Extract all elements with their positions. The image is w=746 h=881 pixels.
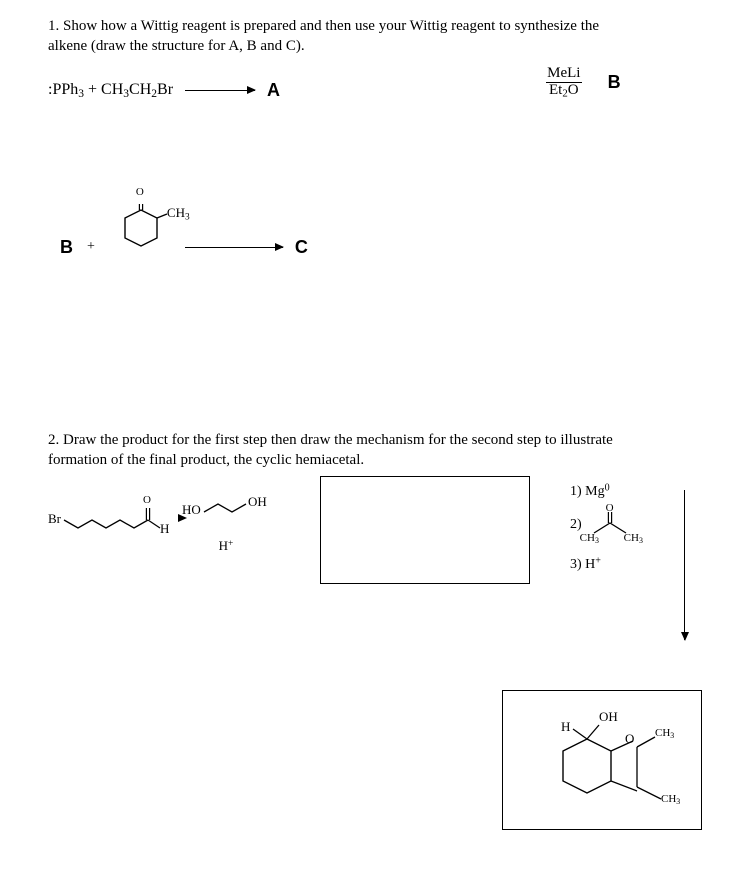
prod-o: O [625,731,634,747]
et2o: Et2O [546,82,582,100]
step3: 3) H+ [570,553,646,576]
oh: OH [248,494,267,510]
h: H [160,521,169,537]
prod-ch3b: CH3 [661,793,680,806]
q1-rxn-row2: B + O CH3 C [60,230,308,264]
answer-box-1 [320,476,530,584]
product-box: OH H O CH3 CH3 [502,690,702,830]
reagent-list: 1) Mg0 2) O CH3 CH3 3) H+ [570,480,646,576]
bromo-aldehyde: Br O H [46,498,176,548]
arrow-icon [185,90,255,91]
acetone-r: CH3 [624,529,643,547]
label-A: A [267,80,280,101]
q1-line2: alkene (draw the structure for A, B and … [48,38,305,54]
prod-oh: OH [599,709,618,725]
label-B2: B [60,237,73,258]
q1-rxn-row1: :PPh3 + CH3CH2Br A [48,80,280,101]
frac-meli-et2o: MeLi Et2O [546,66,582,100]
label-C: C [295,237,308,258]
acetone-O: O [606,499,614,517]
q2-line1: 2. Draw the product for the first step t… [48,432,613,448]
ch3-sub: CH3 [167,205,190,222]
q2-prompt: 2. Draw the product for the first step t… [48,430,716,471]
diol-arrow: HO OH H+ [182,498,292,554]
step2-row: 2) O CH3 CH3 [570,509,646,539]
br: Br [48,511,61,527]
meli: MeLi [547,66,580,82]
arrow-down-icon [684,490,685,640]
o: O [143,494,151,506]
acetone: O CH3 CH3 [588,505,646,539]
q1-line1: 1. Show how a Wittig reagent is prepared… [48,18,599,34]
hplus: H+ [182,538,270,554]
prod-h: H [561,719,570,735]
prod-ch3a: CH3 [655,727,674,740]
q1-rxn-row1b: MeLi Et2O B [546,66,621,100]
q2-line2: formation of the final product, the cycl… [48,452,364,468]
ketone-O: O [136,186,144,198]
acetone-l: CH3 [580,529,599,547]
arrow-icon [185,247,283,248]
plus: + [87,239,95,255]
methylcyclohexanone: O CH3 [109,204,173,264]
q1-reactants: :PPh3 + CH3CH2Br [48,81,173,100]
label-B: B [608,72,621,93]
q1-prompt: 1. Show how a Wittig reagent is prepared… [48,16,726,57]
